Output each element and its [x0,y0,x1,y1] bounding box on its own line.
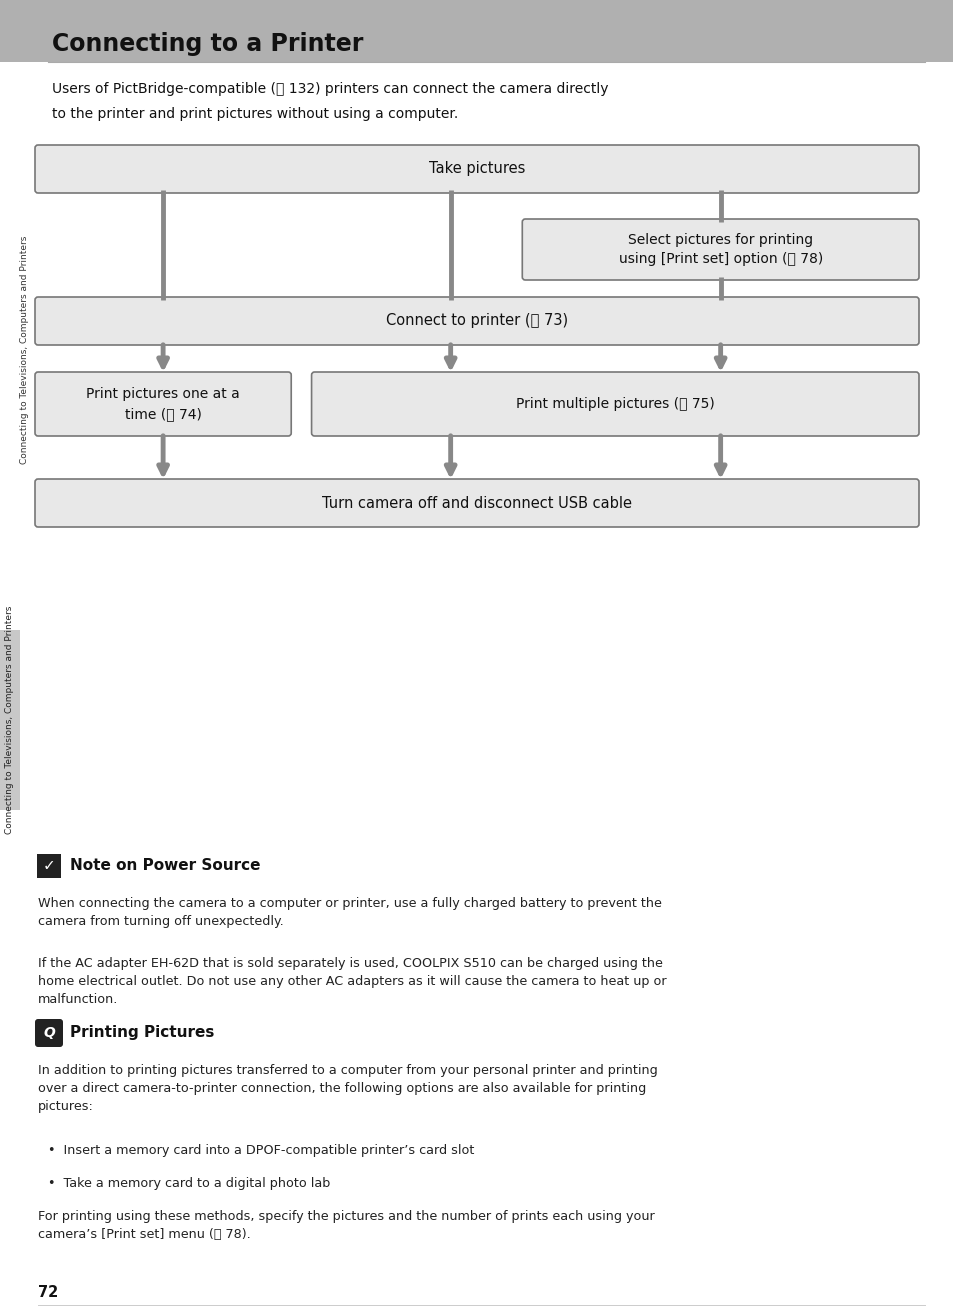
FancyBboxPatch shape [35,145,918,193]
Text: For printing using these methods, specify the pictures and the number of prints : For printing using these methods, specif… [38,1210,654,1240]
FancyBboxPatch shape [35,372,291,436]
Text: •  Insert a memory card into a DPOF-compatible printer’s card slot: • Insert a memory card into a DPOF-compa… [48,1144,474,1158]
Text: Connecting to Televisions, Computers and Printers: Connecting to Televisions, Computers and… [6,606,14,834]
FancyBboxPatch shape [35,1018,63,1047]
Text: Select pictures for printing
using [Print set] option (Ⓝ 78): Select pictures for printing using [Prin… [618,233,821,267]
Text: 72: 72 [38,1285,58,1300]
Text: Users of PictBridge-compatible (Ⓝ 132) printers can connect the camera directly: Users of PictBridge-compatible (Ⓝ 132) p… [52,81,608,96]
Text: Connecting to Televisions, Computers and Printers: Connecting to Televisions, Computers and… [20,235,30,464]
Text: Printing Pictures: Printing Pictures [70,1025,214,1041]
Text: Take pictures: Take pictures [428,162,525,176]
FancyBboxPatch shape [37,854,61,878]
Text: to the printer and print pictures without using a computer.: to the printer and print pictures withou… [52,106,457,121]
Text: If the AC adapter EH-62D that is sold separately is used, COOLPIX S510 can be ch: If the AC adapter EH-62D that is sold se… [38,957,666,1007]
Text: ✓: ✓ [43,858,55,874]
Text: Note on Power Source: Note on Power Source [70,858,260,874]
FancyBboxPatch shape [521,219,918,280]
Text: Connecting to a Printer: Connecting to a Printer [52,32,363,57]
Text: Connect to printer (Ⓝ 73): Connect to printer (Ⓝ 73) [386,314,567,328]
Bar [0,0,953,62]
Text: Turn camera off and disconnect USB cable: Turn camera off and disconnect USB cable [322,495,631,511]
Text: Print pictures one at a
time (Ⓝ 74): Print pictures one at a time (Ⓝ 74) [86,388,240,420]
FancyBboxPatch shape [35,297,918,346]
Text: •  Take a memory card to a digital photo lab: • Take a memory card to a digital photo … [48,1177,330,1190]
FancyBboxPatch shape [35,480,918,527]
Text: When connecting the camera to a computer or printer, use a fully charged battery: When connecting the camera to a computer… [38,897,661,928]
Text: Print multiple pictures (Ⓝ 75): Print multiple pictures (Ⓝ 75) [516,397,714,411]
FancyBboxPatch shape [312,372,918,436]
Text: In addition to printing pictures transferred to a computer from your personal pr: In addition to printing pictures transfe… [38,1064,657,1113]
Bar [0,629,20,809]
Text: Q: Q [43,1026,55,1039]
